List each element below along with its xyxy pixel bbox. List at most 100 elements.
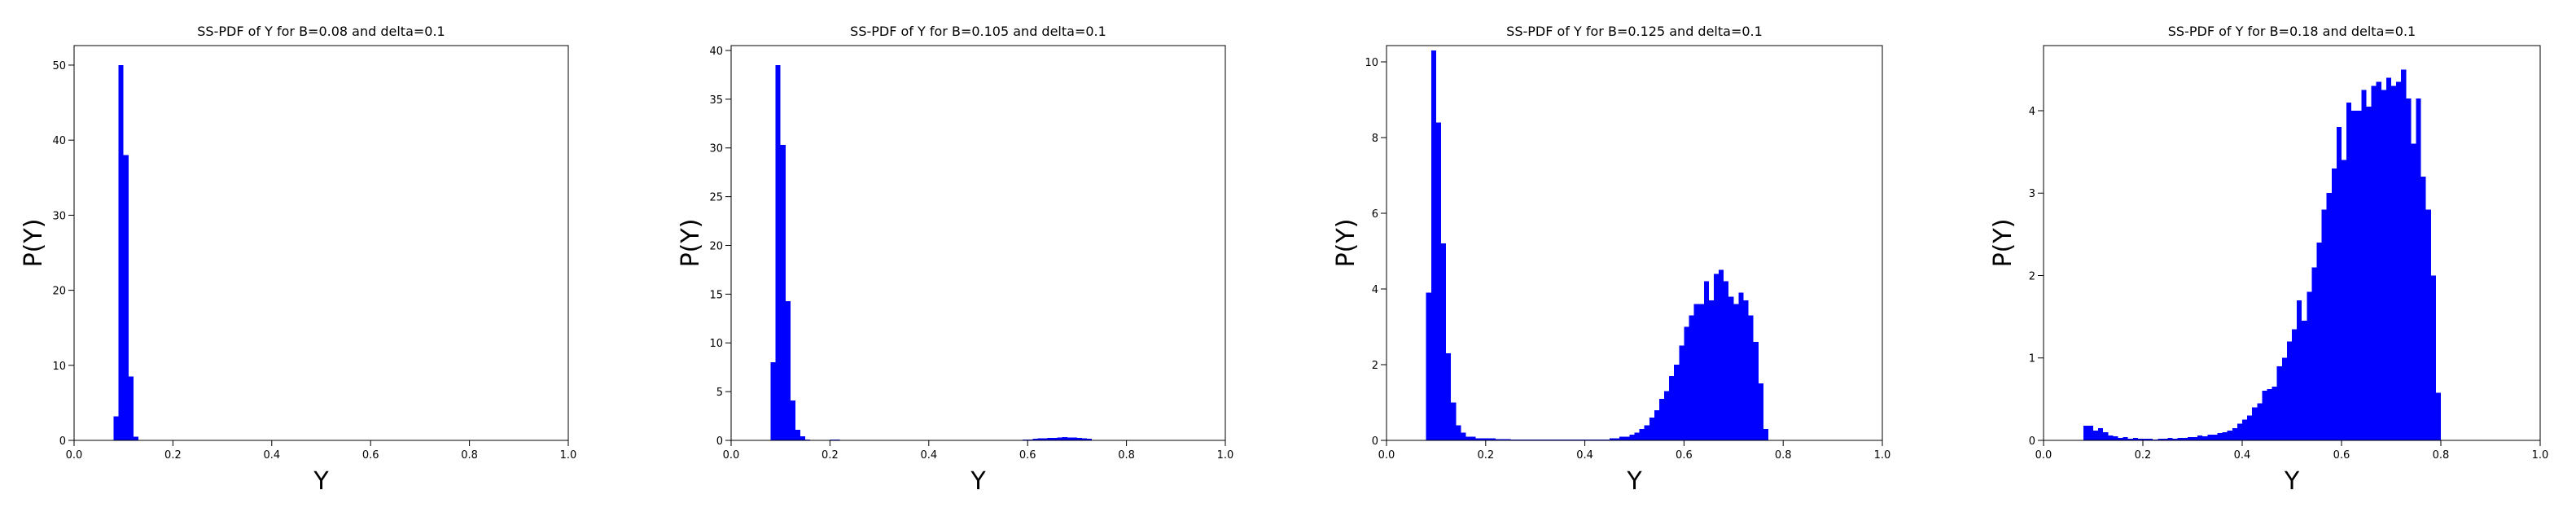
bar <box>128 376 134 440</box>
chart-title: SS-PDF of Y for B=0.105 and delta=0.1 <box>850 24 1106 39</box>
bar <box>2193 436 2198 440</box>
x-axis-label: Y <box>970 467 986 496</box>
bar <box>1724 281 1729 440</box>
bar <box>2167 437 2173 440</box>
bar <box>2406 98 2412 441</box>
bar <box>1047 438 1053 440</box>
bar <box>2401 69 2407 441</box>
axes-frame <box>1386 45 1883 441</box>
bar <box>1435 122 1441 440</box>
bar <box>2356 110 2362 440</box>
bar <box>2361 90 2367 441</box>
bar <box>2425 209 2431 440</box>
bar <box>1758 383 1763 440</box>
y-axis-label: P(Y) <box>1989 219 2017 268</box>
bar <box>2083 425 2088 440</box>
x-tick-label: 0.4 <box>263 449 280 462</box>
bar <box>2227 430 2232 440</box>
bar <box>770 362 776 440</box>
bar <box>2302 321 2307 440</box>
bar <box>1703 281 1709 440</box>
bar <box>2098 427 2104 440</box>
bar <box>795 429 800 440</box>
x-tick-label: 0.6 <box>2333 449 2350 462</box>
bar <box>2420 176 2426 441</box>
bar <box>2276 365 2282 440</box>
subplot: 0.0 0.2 0.4 0.6 0.8 1.0 0 10 20 30 40 50 SS-PDF of Y… <box>20 24 576 496</box>
y-tick-label: 15 <box>709 289 723 301</box>
bar <box>2307 291 2312 440</box>
bar <box>2297 300 2302 440</box>
bar <box>118 64 124 440</box>
y-tick-label: 30 <box>709 143 723 155</box>
bar <box>2326 193 2332 440</box>
x-tick-label: 1.0 <box>1874 449 1891 462</box>
y-tick-label: 30 <box>52 210 66 222</box>
bar <box>1057 437 1062 440</box>
bar <box>1763 429 1768 440</box>
chart-title: SS-PDF of Y for B=0.18 and delta=0.1 <box>2168 24 2416 39</box>
bar <box>2316 242 2322 440</box>
bar <box>1076 438 1082 440</box>
bar <box>1629 435 1635 440</box>
bar <box>1658 398 1665 440</box>
y-axis-label: P(Y) <box>1332 219 1360 268</box>
bar <box>1634 432 1640 440</box>
bar <box>2342 160 2347 440</box>
y-axis-label: P(Y) <box>20 219 48 268</box>
bar <box>2177 437 2183 440</box>
y-tick-label: 4 <box>1372 284 1378 296</box>
x-tick-label: 0.8 <box>2433 449 2450 462</box>
y-tick-label: 3 <box>2029 188 2035 200</box>
x-tick-label: 0.0 <box>1378 449 1395 462</box>
bar <box>1713 274 1720 440</box>
y-tick-label: 4 <box>2029 106 2035 118</box>
bar <box>1062 436 1067 440</box>
bar <box>1684 326 1689 440</box>
bar <box>2103 431 2109 440</box>
bar <box>2286 341 2292 440</box>
bar <box>1624 436 1630 440</box>
x-tick-label: 0.0 <box>66 449 83 462</box>
chart-title: SS-PDF of Y for B=0.08 and delta=0.1 <box>197 24 445 39</box>
bar <box>2108 435 2114 440</box>
bar <box>2252 407 2258 440</box>
bar <box>2232 427 2237 440</box>
axes-frame <box>2043 45 2541 441</box>
bar <box>1037 438 1043 440</box>
y-tick-label: 6 <box>1372 208 1378 221</box>
bar <box>1689 315 1694 440</box>
x-tick-label: 0.2 <box>2135 449 2152 462</box>
bar <box>1032 439 1038 440</box>
bar <box>1490 438 1496 440</box>
bar <box>113 416 119 440</box>
x-tick-label: 0.4 <box>2234 449 2251 462</box>
bar <box>2281 357 2287 440</box>
bar <box>2272 387 2277 440</box>
bar <box>2127 438 2133 440</box>
bar <box>1619 436 1625 440</box>
bar <box>1748 315 1754 440</box>
bar <box>790 400 795 440</box>
chart-title: SS-PDF of Y for B=0.125 and delta=0.1 <box>1506 24 1763 39</box>
x-tick-label: 0.0 <box>2035 449 2052 462</box>
y-tick-label: 0 <box>59 435 66 448</box>
bar <box>2346 102 2352 440</box>
bar <box>2311 267 2317 440</box>
bar <box>2430 275 2436 440</box>
x-tick-label: 0.2 <box>1477 449 1494 462</box>
axes-frame <box>730 45 1226 441</box>
bar <box>1440 243 1447 440</box>
bar <box>1470 436 1476 440</box>
bar <box>1461 432 1466 440</box>
bar <box>1708 300 1714 440</box>
bar <box>1664 391 1670 440</box>
bar <box>2132 437 2138 440</box>
bar <box>1693 304 1699 440</box>
bar <box>1451 402 1457 440</box>
x-tick-label: 0.0 <box>723 449 740 462</box>
bar <box>2158 438 2163 440</box>
bar <box>2351 110 2357 440</box>
bar <box>1610 438 1615 440</box>
y-tick-label: 25 <box>709 192 723 204</box>
